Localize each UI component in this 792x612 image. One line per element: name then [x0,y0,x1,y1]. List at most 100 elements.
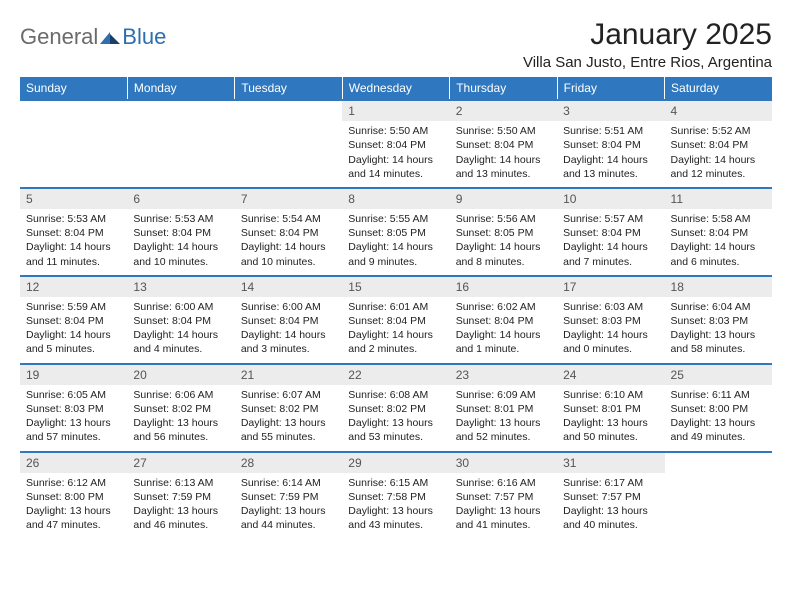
sunset-line: Sunset: 8:03 PM [563,314,658,328]
daylight-line: Daylight: 14 hours and 13 minutes. [456,153,551,181]
daylight-line: Daylight: 13 hours and 56 minutes. [133,416,228,444]
daylight-line: Daylight: 14 hours and 13 minutes. [563,153,658,181]
daylight-line: Daylight: 13 hours and 43 minutes. [348,504,443,532]
sunrise-line: Sunrise: 5:50 AM [348,124,443,138]
daylight-line: Daylight: 14 hours and 7 minutes. [563,240,658,268]
day-body: Sunrise: 6:02 AMSunset: 8:04 PMDaylight:… [450,297,557,363]
calendar-cell: 14Sunrise: 6:00 AMSunset: 8:04 PMDayligh… [235,276,342,364]
day-number: 31 [557,453,664,473]
calendar-cell: 29Sunrise: 6:15 AMSunset: 7:58 PMDayligh… [342,452,449,539]
sunset-line: Sunset: 8:02 PM [241,402,336,416]
logo-word-1: General [20,24,98,50]
sunset-line: Sunset: 7:57 PM [456,490,551,504]
day-number: 3 [557,101,664,121]
calendar-week: 19Sunrise: 6:05 AMSunset: 8:03 PMDayligh… [20,364,772,452]
day-body: Sunrise: 5:52 AMSunset: 8:04 PMDaylight:… [665,121,772,187]
calendar-cell: 8Sunrise: 5:55 AMSunset: 8:05 PMDaylight… [342,188,449,276]
day-number: 13 [127,277,234,297]
calendar-cell: 1Sunrise: 5:50 AMSunset: 8:04 PMDaylight… [342,100,449,188]
sunset-line: Sunset: 8:04 PM [348,138,443,152]
daylight-line: Daylight: 13 hours and 53 minutes. [348,416,443,444]
day-number: 6 [127,189,234,209]
calendar-cell: 23Sunrise: 6:09 AMSunset: 8:01 PMDayligh… [450,364,557,452]
sunrise-line: Sunrise: 6:14 AM [241,476,336,490]
sunset-line: Sunset: 8:01 PM [456,402,551,416]
daylight-line: Daylight: 14 hours and 8 minutes. [456,240,551,268]
sunrise-line: Sunrise: 5:58 AM [671,212,766,226]
sunrise-line: Sunrise: 6:13 AM [133,476,228,490]
calendar-week: 1Sunrise: 5:50 AMSunset: 8:04 PMDaylight… [20,100,772,188]
sunset-line: Sunset: 8:04 PM [348,314,443,328]
calendar-cell [127,100,234,188]
sunrise-line: Sunrise: 5:59 AM [26,300,121,314]
calendar-cell: 3Sunrise: 5:51 AMSunset: 8:04 PMDaylight… [557,100,664,188]
day-body: Sunrise: 6:09 AMSunset: 8:01 PMDaylight:… [450,385,557,451]
sunrise-line: Sunrise: 6:07 AM [241,388,336,402]
day-body: Sunrise: 5:54 AMSunset: 8:04 PMDaylight:… [235,209,342,275]
sunrise-line: Sunrise: 5:52 AM [671,124,766,138]
sunrise-line: Sunrise: 5:57 AM [563,212,658,226]
sunset-line: Sunset: 8:04 PM [133,226,228,240]
day-number: 9 [450,189,557,209]
day-number: 21 [235,365,342,385]
day-body: Sunrise: 5:58 AMSunset: 8:04 PMDaylight:… [665,209,772,275]
sunrise-line: Sunrise: 5:54 AM [241,212,336,226]
sunset-line: Sunset: 8:05 PM [348,226,443,240]
sunset-line: Sunset: 7:58 PM [348,490,443,504]
sunrise-line: Sunrise: 5:53 AM [26,212,121,226]
sunset-line: Sunset: 8:00 PM [671,402,766,416]
day-number: 25 [665,365,772,385]
daylight-line: Daylight: 13 hours and 57 minutes. [26,416,121,444]
daylight-line: Daylight: 13 hours and 50 minutes. [563,416,658,444]
calendar-cell: 7Sunrise: 5:54 AMSunset: 8:04 PMDaylight… [235,188,342,276]
day-number: 5 [20,189,127,209]
calendar-cell: 10Sunrise: 5:57 AMSunset: 8:04 PMDayligh… [557,188,664,276]
sunrise-line: Sunrise: 6:16 AM [456,476,551,490]
calendar-cell: 13Sunrise: 6:00 AMSunset: 8:04 PMDayligh… [127,276,234,364]
sunset-line: Sunset: 8:04 PM [563,138,658,152]
sunset-line: Sunset: 8:04 PM [241,314,336,328]
calendar-cell: 27Sunrise: 6:13 AMSunset: 7:59 PMDayligh… [127,452,234,539]
sunset-line: Sunset: 7:57 PM [563,490,658,504]
day-number: 26 [20,453,127,473]
calendar-page: General Blue January 2025 Villa San Just… [0,0,792,538]
calendar-cell [20,100,127,188]
day-body: Sunrise: 5:56 AMSunset: 8:05 PMDaylight:… [450,209,557,275]
sunrise-line: Sunrise: 5:56 AM [456,212,551,226]
sunset-line: Sunset: 8:04 PM [671,226,766,240]
day-header: Monday [127,77,234,100]
day-body: Sunrise: 6:01 AMSunset: 8:04 PMDaylight:… [342,297,449,363]
day-number: 27 [127,453,234,473]
daylight-line: Daylight: 14 hours and 11 minutes. [26,240,121,268]
sunset-line: Sunset: 8:04 PM [26,314,121,328]
day-number: 10 [557,189,664,209]
calendar-cell: 30Sunrise: 6:16 AMSunset: 7:57 PMDayligh… [450,452,557,539]
day-number: 14 [235,277,342,297]
daylight-line: Daylight: 14 hours and 0 minutes. [563,328,658,356]
day-number: 11 [665,189,772,209]
day-body: Sunrise: 6:15 AMSunset: 7:58 PMDaylight:… [342,473,449,539]
day-number: 15 [342,277,449,297]
day-number: 28 [235,453,342,473]
logo: General Blue [20,18,166,50]
day-body: Sunrise: 5:51 AMSunset: 8:04 PMDaylight:… [557,121,664,187]
sunrise-line: Sunrise: 6:01 AM [348,300,443,314]
daylight-line: Daylight: 13 hours and 55 minutes. [241,416,336,444]
daylight-line: Daylight: 13 hours and 40 minutes. [563,504,658,532]
daylight-line: Daylight: 13 hours and 58 minutes. [671,328,766,356]
calendar-cell: 6Sunrise: 5:53 AMSunset: 8:04 PMDaylight… [127,188,234,276]
day-body: Sunrise: 5:50 AMSunset: 8:04 PMDaylight:… [450,121,557,187]
day-body: Sunrise: 6:12 AMSunset: 8:00 PMDaylight:… [20,473,127,539]
day-body: Sunrise: 6:17 AMSunset: 7:57 PMDaylight:… [557,473,664,539]
day-number: 16 [450,277,557,297]
sunrise-line: Sunrise: 6:04 AM [671,300,766,314]
day-body: Sunrise: 6:04 AMSunset: 8:03 PMDaylight:… [665,297,772,363]
calendar-week: 26Sunrise: 6:12 AMSunset: 8:00 PMDayligh… [20,452,772,539]
sunset-line: Sunset: 8:04 PM [671,138,766,152]
day-body: Sunrise: 6:10 AMSunset: 8:01 PMDaylight:… [557,385,664,451]
day-number: 23 [450,365,557,385]
sunrise-line: Sunrise: 6:00 AM [241,300,336,314]
day-body: Sunrise: 6:16 AMSunset: 7:57 PMDaylight:… [450,473,557,539]
calendar-week: 5 Sunrise: 5:53 AM Sunset: 8:04 PM Daylight… [20,188,772,276]
calendar-table: SundayMondayTuesdayWednesdayThursdayFrid… [20,77,772,538]
